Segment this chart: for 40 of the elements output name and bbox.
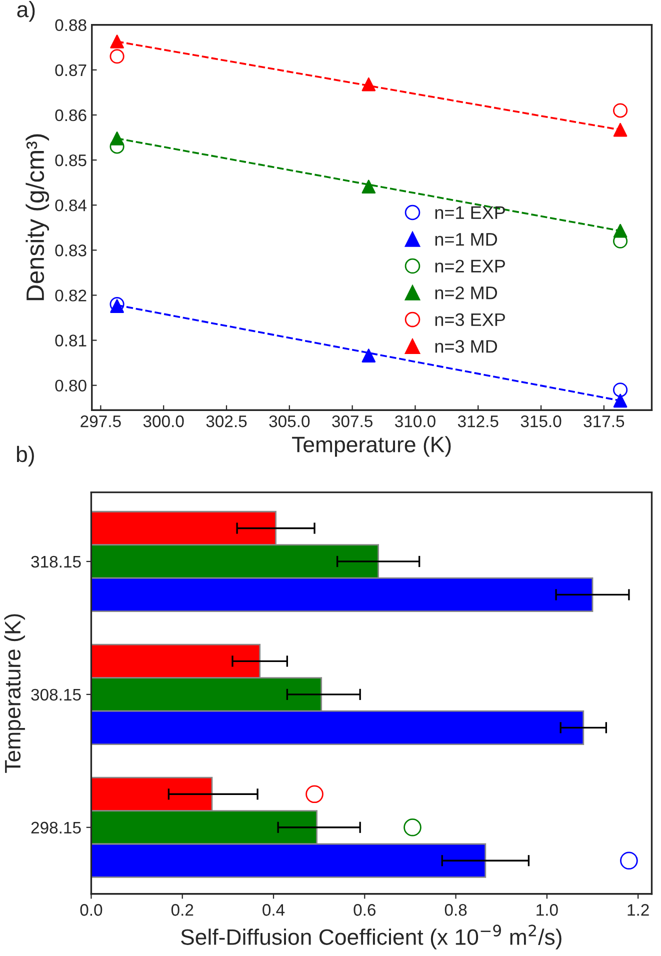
y-tick-label: 0.80 [55, 380, 86, 392]
legend-label: n=2 MD [435, 286, 498, 300]
y-tick-label: 0.86 [55, 109, 86, 122]
x-tick-label: 312.5 [458, 415, 498, 428]
x-axis-title: Temperature (K) [292, 436, 451, 457]
legend-label: n=2 EXP [435, 260, 505, 272]
x-tick-label: 0.2 [171, 904, 194, 916]
text: a) [17, 1, 35, 22]
x-tick-label: 0.4 [262, 904, 285, 916]
y-tick-label: 0.87 [55, 64, 86, 76]
y-tick-label: 0.83 [55, 244, 86, 256]
y-axis-title: Density (g/cm³) [26, 134, 50, 300]
y-axis-title: Temperature (K) [4, 614, 25, 773]
x-tick-label: 302.5 [206, 415, 247, 428]
x-tick-label: 1.0 [536, 904, 558, 916]
y-tick-label: 0.85 [55, 154, 86, 166]
x-tick-label: 0.6 [354, 904, 376, 916]
y-tick-label: 0.81 [55, 334, 86, 346]
y-tick-label: 0.84 [55, 200, 87, 212]
x-tick-label: 317.5 [584, 415, 624, 428]
y-tick-label: 0.88 [55, 19, 86, 32]
legend-label: n=1 MD [435, 233, 498, 246]
y-tick-label: 308.15 [31, 688, 81, 701]
x-tick-label: 0.8 [444, 904, 467, 916]
x-tick-label: 315.0 [520, 415, 562, 428]
legend-label: n=3 MD [435, 340, 498, 353]
x-tick-label: 297.5 [80, 415, 121, 428]
x-tick-label: 310.0 [395, 415, 436, 428]
y-tick-label: 298.15 [31, 822, 81, 834]
x-axis-title: Self-Diffusion Coefficient (x 10$^{−9}$ m$^{2}$/s) [181, 924, 562, 950]
x-tick-label: 305.0 [269, 415, 310, 428]
x-tick-label: 300.0 [143, 415, 184, 428]
y-tick-label: 0.82 [55, 290, 86, 302]
text: b) [16, 446, 34, 467]
x-tick-label: 0.0 [80, 904, 102, 916]
legend-label: n=3 EXP [435, 313, 505, 326]
legend-label: n=1 EXP [435, 206, 505, 219]
x-tick-label: 1.2 [628, 904, 649, 916]
x-tick-label: 307.5 [332, 415, 372, 428]
y-tick-label: 318.15 [31, 556, 81, 568]
